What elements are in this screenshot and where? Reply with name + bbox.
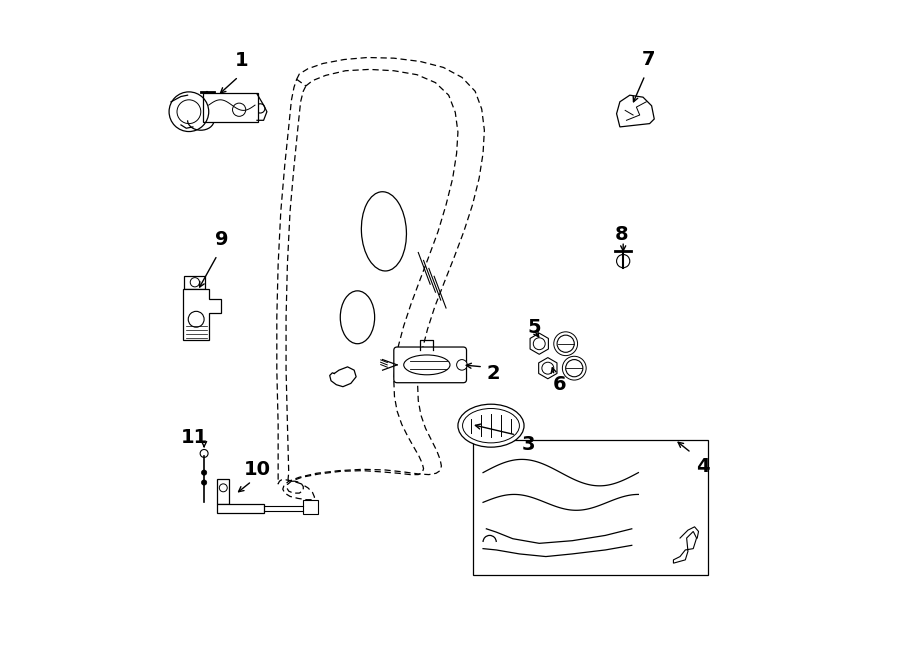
Polygon shape bbox=[673, 531, 697, 563]
FancyBboxPatch shape bbox=[202, 93, 258, 122]
Ellipse shape bbox=[458, 404, 524, 447]
Circle shape bbox=[616, 254, 630, 268]
Circle shape bbox=[190, 278, 200, 287]
Text: 8: 8 bbox=[615, 225, 629, 244]
Circle shape bbox=[188, 311, 204, 327]
Circle shape bbox=[220, 484, 227, 492]
Circle shape bbox=[456, 360, 467, 370]
Text: 1: 1 bbox=[235, 52, 248, 70]
Text: 4: 4 bbox=[696, 457, 709, 475]
FancyBboxPatch shape bbox=[217, 504, 264, 513]
Text: 3: 3 bbox=[521, 435, 535, 453]
Text: 7: 7 bbox=[642, 50, 655, 69]
Text: 5: 5 bbox=[527, 318, 542, 336]
FancyBboxPatch shape bbox=[217, 479, 230, 504]
FancyBboxPatch shape bbox=[184, 276, 205, 289]
Text: 10: 10 bbox=[244, 460, 271, 479]
Polygon shape bbox=[539, 358, 557, 379]
Text: 11: 11 bbox=[181, 428, 208, 447]
Circle shape bbox=[202, 470, 207, 475]
Circle shape bbox=[557, 335, 574, 352]
Circle shape bbox=[200, 449, 208, 457]
Bar bbox=[473, 440, 707, 575]
Polygon shape bbox=[183, 289, 220, 340]
Circle shape bbox=[566, 360, 583, 377]
Polygon shape bbox=[530, 333, 548, 354]
Polygon shape bbox=[616, 95, 654, 127]
FancyBboxPatch shape bbox=[394, 347, 466, 383]
Text: 2: 2 bbox=[486, 364, 500, 383]
Circle shape bbox=[202, 480, 207, 485]
Text: 6: 6 bbox=[553, 375, 566, 394]
Text: 9: 9 bbox=[215, 230, 229, 249]
FancyBboxPatch shape bbox=[303, 500, 318, 514]
